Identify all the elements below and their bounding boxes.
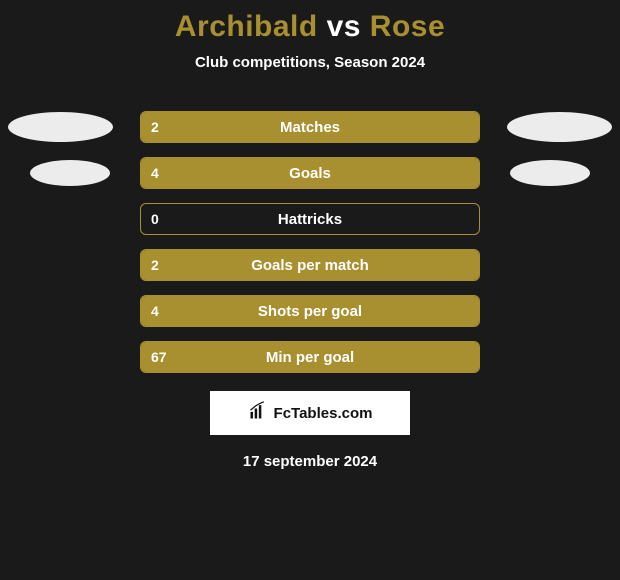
fctables-logo: FcTables.com (210, 391, 410, 435)
stat-value-left: 2 (151, 257, 159, 273)
stats-container: 2 Matches 4 Goals 0 Hattricks 2 Goals per match… (0, 111, 620, 373)
ellipse-right (510, 160, 590, 186)
stat-value-left: 0 (151, 211, 159, 227)
stat-label: Goals (289, 165, 331, 182)
stat-label: Goals per match (251, 257, 369, 274)
subtitle: Club competitions, Season 2024 (0, 54, 620, 71)
stat-bar: 2 Goals per match (140, 249, 480, 281)
date-label: 17 september 2024 (0, 453, 620, 470)
vs-label: vs (327, 10, 361, 43)
stat-label: Hattricks (278, 211, 342, 228)
page-title: Archibald vs Rose (0, 0, 620, 44)
stat-label: Shots per goal (258, 303, 362, 320)
stat-row: 4 Shots per goal (0, 295, 620, 327)
stat-label: Min per goal (266, 349, 354, 366)
logo-text: FcTables.com (274, 405, 373, 422)
player2-name: Rose (370, 10, 445, 43)
stat-bar: 67 Min per goal (140, 341, 480, 373)
chart-icon (248, 401, 268, 425)
stat-bar: 0 Hattricks (140, 203, 480, 235)
stat-value-left: 2 (151, 119, 159, 135)
ellipse-left (30, 160, 110, 186)
stat-value-left: 67 (151, 349, 167, 365)
stat-value-left: 4 (151, 303, 159, 319)
stat-bar: 4 Goals (140, 157, 480, 189)
stat-row: 2 Matches (0, 111, 620, 143)
stat-bar: 2 Matches (140, 111, 480, 143)
player1-name: Archibald (175, 10, 318, 43)
stat-row: 67 Min per goal (0, 341, 620, 373)
ellipse-right (507, 112, 612, 142)
stat-value-left: 4 (151, 165, 159, 181)
stat-row: 4 Goals (0, 157, 620, 189)
stat-bar: 4 Shots per goal (140, 295, 480, 327)
stat-row: 2 Goals per match (0, 249, 620, 281)
ellipse-left (8, 112, 113, 142)
stat-label: Matches (280, 119, 340, 136)
stat-row: 0 Hattricks (0, 203, 620, 235)
